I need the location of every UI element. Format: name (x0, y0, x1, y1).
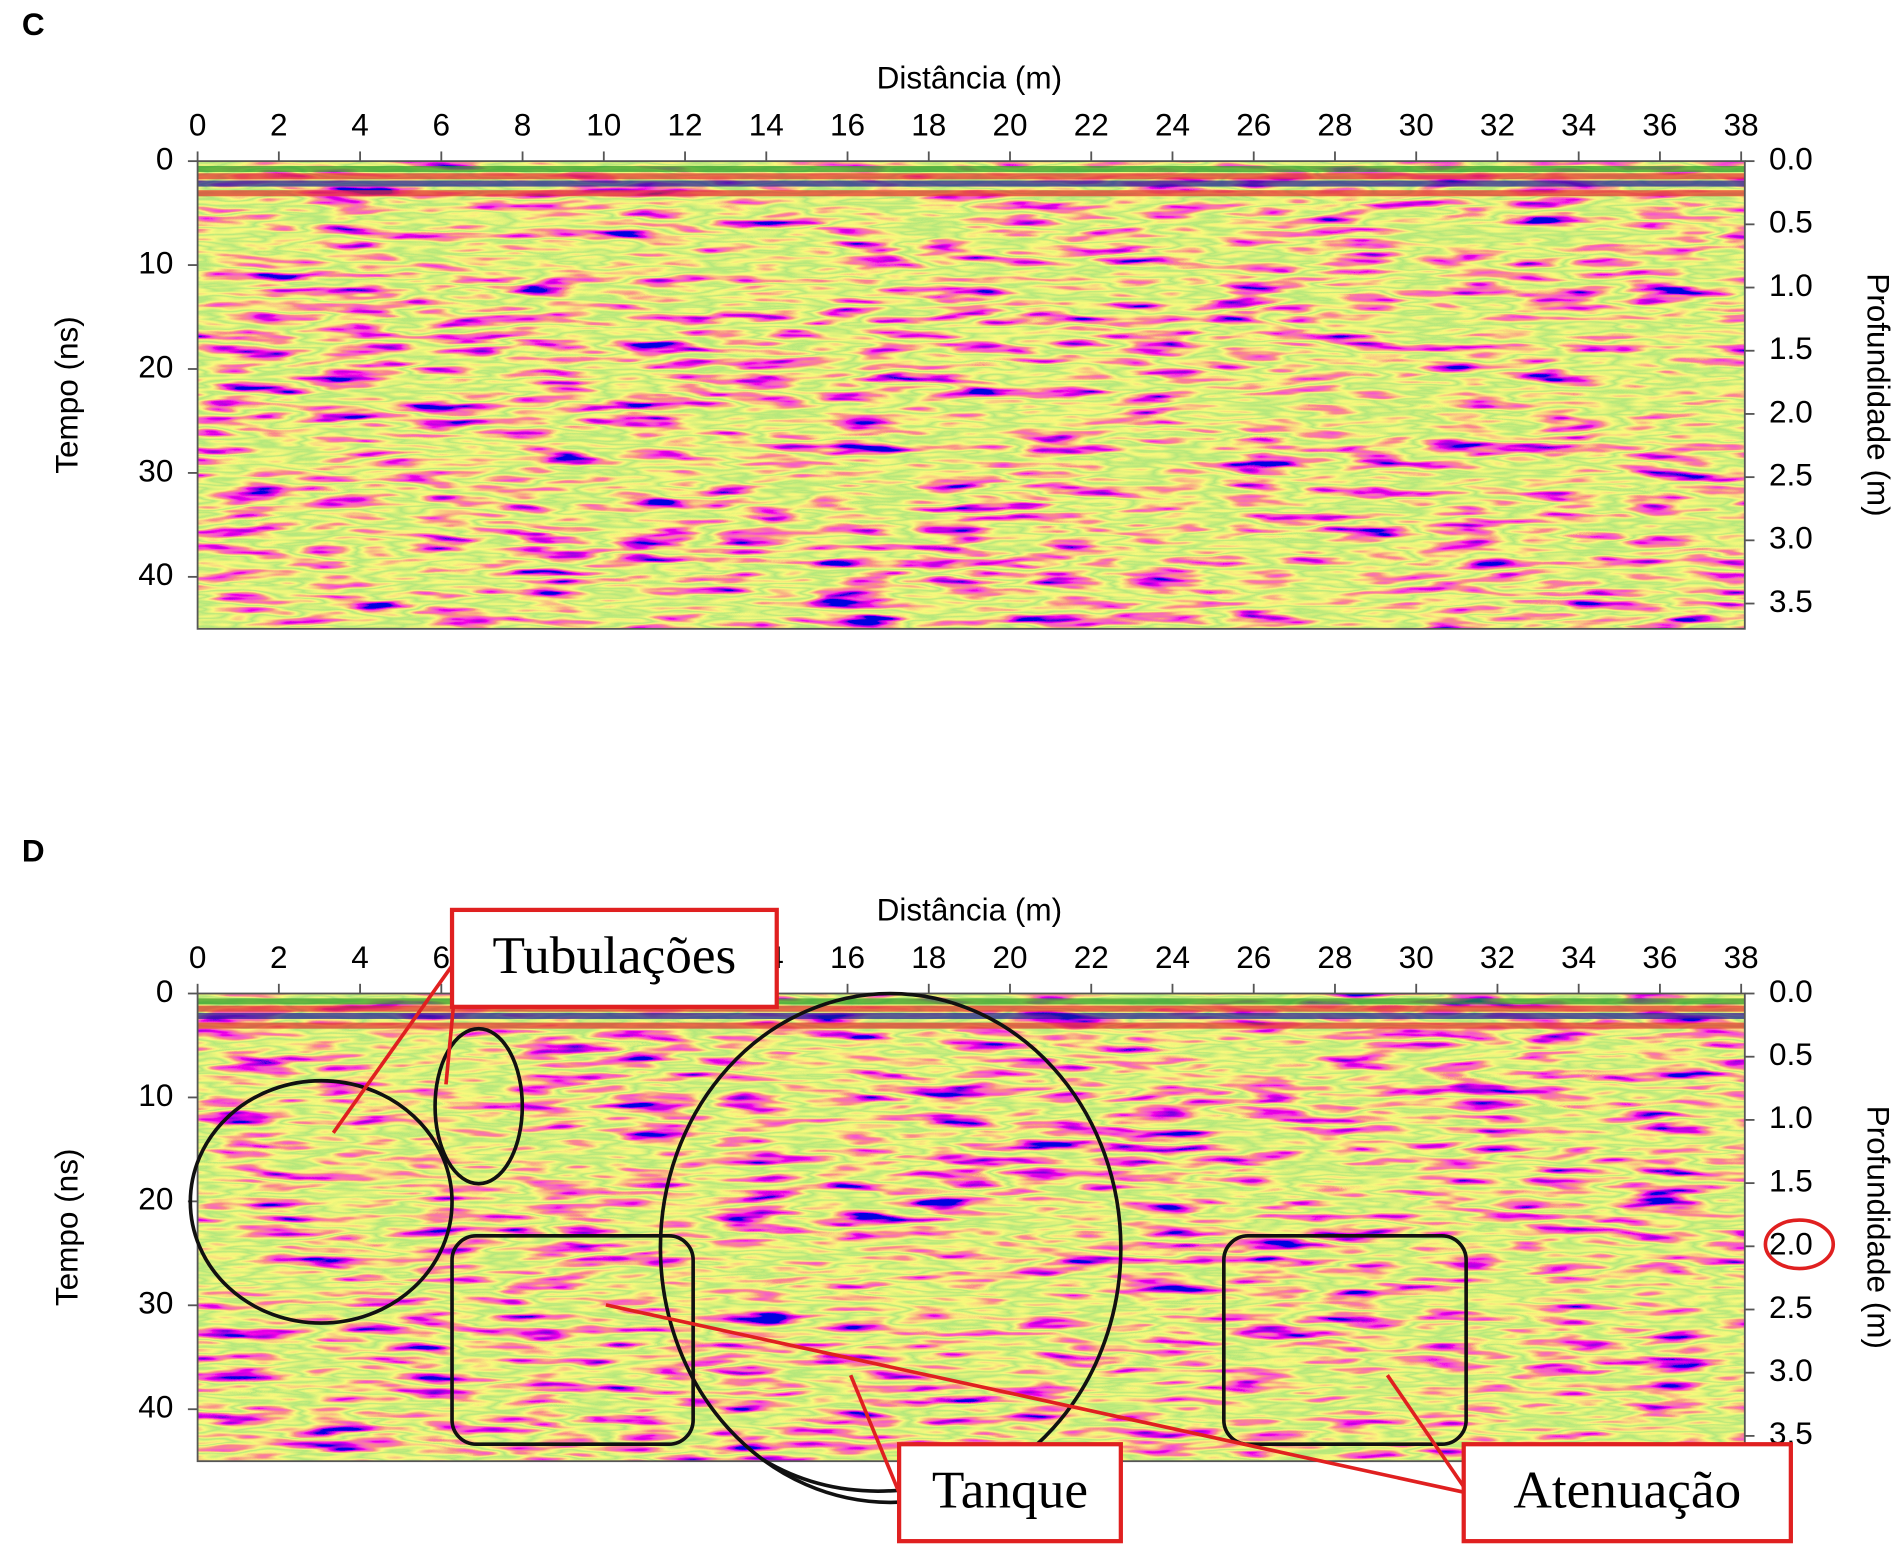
x-tick-label: 18 (911, 107, 946, 143)
outline-box (1222, 1234, 1468, 1447)
x-tick-label: 36 (1642, 939, 1677, 975)
y2-tick-label: 0.5 (1769, 204, 1813, 240)
x-tick-label: 24 (1155, 107, 1190, 143)
y2-axis-title: Profundidade (m) (1860, 1106, 1896, 1349)
x-tick-label: 24 (1155, 939, 1190, 975)
x-tick-label: 30 (1399, 939, 1434, 975)
x-tick-label: 0 (189, 107, 207, 143)
y2-tick-label: 0.0 (1769, 140, 1813, 176)
y-tick-label: 30 (138, 1285, 173, 1321)
x-tick-label: 22 (1074, 107, 1109, 143)
x-tick-label: 4 (351, 107, 369, 143)
annotation: Tubulações (492, 925, 736, 985)
x-tick-label: 6 (433, 939, 451, 975)
annotation: Atenuação (1513, 1459, 1741, 1519)
surface-band (197, 998, 1745, 1005)
y-tick-label: 10 (138, 1077, 173, 1113)
x-tick-label: 8 (514, 107, 532, 143)
x-tick-label: 26 (1236, 107, 1271, 143)
y-axis-title: Tempo (ns) (48, 316, 84, 474)
x-tick-label: 26 (1236, 939, 1271, 975)
y2-tick-label: 0.0 (1769, 973, 1813, 1009)
y2-axis-title: Profundidade (m) (1860, 273, 1896, 516)
x-tick-label: 28 (1317, 939, 1352, 975)
outline-ellipse (433, 1026, 525, 1186)
surface-band (197, 180, 1745, 187)
x-tick-label: 0 (189, 939, 207, 975)
y-axis-title: Tempo (ns) (48, 1149, 84, 1307)
x-tick-label: 4 (351, 939, 369, 975)
pointer-line (848, 1374, 901, 1494)
x-tick-label: 34 (1561, 939, 1596, 975)
x-tick-label: 16 (830, 939, 865, 975)
x-tick-label: 36 (1642, 107, 1677, 143)
outline-curve (762, 1458, 900, 1493)
surface-band (197, 190, 1745, 197)
x-tick-label: 22 (1074, 939, 1109, 975)
annotation: Tanque (932, 1459, 1088, 1519)
highlight-ellipse (1763, 1218, 1836, 1271)
plot-frame (196, 160, 1746, 630)
annotation-box (1461, 1442, 1793, 1544)
x-tick-label: 20 (992, 939, 1027, 975)
x-tick-label: 28 (1317, 107, 1352, 143)
y2-tick-label: 1.5 (1769, 330, 1813, 366)
surface-band (197, 173, 1745, 180)
outline-ellipse (658, 991, 1123, 1505)
y2-tick-label: 1.5 (1769, 1162, 1813, 1198)
x-tick-label: 2 (270, 939, 288, 975)
y2-tick-label: 2.5 (1769, 1289, 1813, 1325)
pointer-line (605, 1303, 1467, 1495)
x-tick-label: 34 (1561, 107, 1596, 143)
y-tick-label: 0 (156, 973, 174, 1009)
x-axis-title: Distância (m) (877, 892, 1063, 928)
y2-tick-label: 3.0 (1769, 520, 1813, 556)
x-tick-label: 32 (1480, 939, 1515, 975)
y-tick-label: 20 (138, 348, 173, 384)
y-tick-label: 30 (138, 452, 173, 488)
y2-tick-label: 2.0 (1769, 1226, 1813, 1262)
x-tick-label: 18 (911, 939, 946, 975)
pointer-line (331, 956, 460, 1134)
y2-tick-label: 2.5 (1769, 456, 1813, 492)
x-tick-label: 30 (1399, 107, 1434, 143)
y-tick-label: 40 (138, 556, 173, 592)
y-tick-label: 0 (156, 140, 174, 176)
y2-tick-label: 0.5 (1769, 1036, 1813, 1072)
y2-tick-label: 1.0 (1769, 267, 1813, 303)
surface-band (197, 165, 1745, 173)
x-tick-label: 12 (668, 107, 703, 143)
y2-tick-label: 1.0 (1769, 1099, 1813, 1135)
x-axis-title: Distância (m) (877, 59, 1063, 95)
surface-band (197, 1022, 1745, 1029)
x-tick-label: 32 (1480, 107, 1515, 143)
y-tick-label: 20 (138, 1181, 173, 1217)
y2-tick-label: 3.5 (1769, 583, 1813, 619)
outline-box (450, 1234, 695, 1447)
y-tick-label: 40 (138, 1389, 173, 1425)
y-tick-label: 10 (138, 244, 173, 280)
x-tick-label: 20 (992, 107, 1027, 143)
y2-tick-label: 2.0 (1769, 393, 1813, 429)
radargram (197, 993, 1745, 1462)
x-tick-label: 16 (830, 107, 865, 143)
x-tick-label: 2 (270, 107, 288, 143)
surface-band (197, 1012, 1745, 1019)
annotation-box (896, 1442, 1123, 1544)
panel-label: C (22, 6, 45, 42)
outline-ellipse (188, 1078, 454, 1325)
x-tick-label: 38 (1724, 107, 1759, 143)
pointer-line (1385, 1374, 1468, 1492)
y2-tick-label: 3.0 (1769, 1352, 1813, 1388)
x-tick-label: 10 (586, 107, 621, 143)
annotation-box (449, 907, 779, 1009)
x-tick-label: 38 (1724, 939, 1759, 975)
x-tick-label: 14 (749, 107, 784, 143)
panel-label: D (22, 832, 45, 868)
x-tick-label: 6 (433, 107, 451, 143)
radargram (197, 161, 1745, 629)
